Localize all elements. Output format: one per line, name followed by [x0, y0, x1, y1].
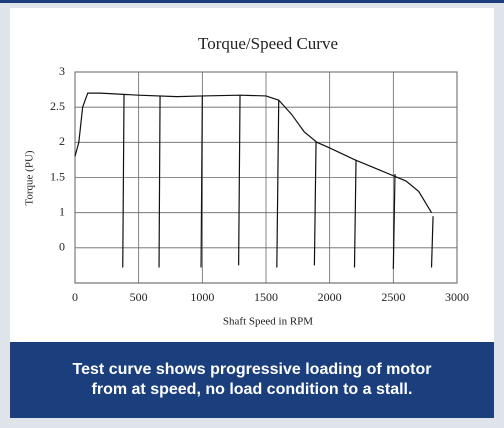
chart: Torque/Speed Curve Shaft Speed in RPM To…: [10, 8, 494, 342]
y-tick-label: 0: [59, 240, 65, 254]
x-tick-label: 2000: [318, 290, 342, 304]
torque-curve: [276, 100, 280, 268]
y-axis-title: Torque (PU): [24, 150, 36, 205]
chart-background: [10, 8, 494, 342]
y-tick-label: 3: [59, 64, 65, 78]
y-tick-label: 1.5: [50, 169, 65, 183]
y-tick-label: 1: [59, 204, 65, 218]
torque-curve: [200, 95, 203, 268]
torque-curve: [430, 216, 434, 268]
x-tick-label: 500: [130, 290, 148, 304]
caption: Test curve shows progressive loading of …: [10, 342, 494, 418]
x-tick-label: 2500: [381, 290, 405, 304]
chart-title: Torque/Speed Curve: [198, 34, 338, 53]
torque-curve: [74, 92, 433, 213]
torque-curve: [158, 95, 161, 268]
torque-curve: [353, 159, 357, 268]
torque-curve: [238, 95, 241, 266]
x-tick-label: 1500: [254, 290, 278, 304]
x-axis-title: Shaft Speed in RPM: [223, 316, 313, 328]
x-tick-label: 0: [72, 290, 78, 304]
torque-curve: [313, 142, 317, 266]
torque-curve: [392, 173, 396, 269]
y-tick-label: 2: [59, 134, 65, 148]
x-tick-label: 1000: [190, 290, 214, 304]
torque-curve: [122, 94, 125, 268]
x-tick-label: 3000: [445, 290, 469, 304]
y-tick-label: 2.5: [50, 99, 65, 113]
